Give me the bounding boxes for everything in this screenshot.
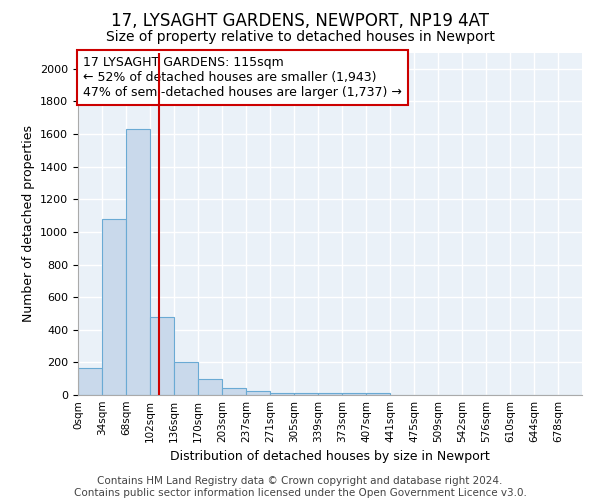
Bar [174,362,198,395]
Bar [342,394,366,395]
Bar [294,394,318,395]
Y-axis label: Number of detached properties: Number of detached properties [22,125,35,322]
Bar [78,368,102,395]
Bar [366,392,390,395]
Bar [126,129,150,395]
Bar [198,378,222,395]
Text: Contains HM Land Registry data © Crown copyright and database right 2024.
Contai: Contains HM Land Registry data © Crown c… [74,476,526,498]
Bar [246,391,270,395]
Bar [150,316,174,395]
Bar [102,219,126,395]
Text: Size of property relative to detached houses in Newport: Size of property relative to detached ho… [106,30,494,44]
Text: 17 LYSAGHT GARDENS: 115sqm
← 52% of detached houses are smaller (1,943)
47% of s: 17 LYSAGHT GARDENS: 115sqm ← 52% of deta… [83,56,402,99]
X-axis label: Distribution of detached houses by size in Newport: Distribution of detached houses by size … [170,450,490,464]
Bar [318,394,342,395]
Bar [270,392,294,395]
Text: 17, LYSAGHT GARDENS, NEWPORT, NP19 4AT: 17, LYSAGHT GARDENS, NEWPORT, NP19 4AT [111,12,489,30]
Bar [222,388,246,395]
